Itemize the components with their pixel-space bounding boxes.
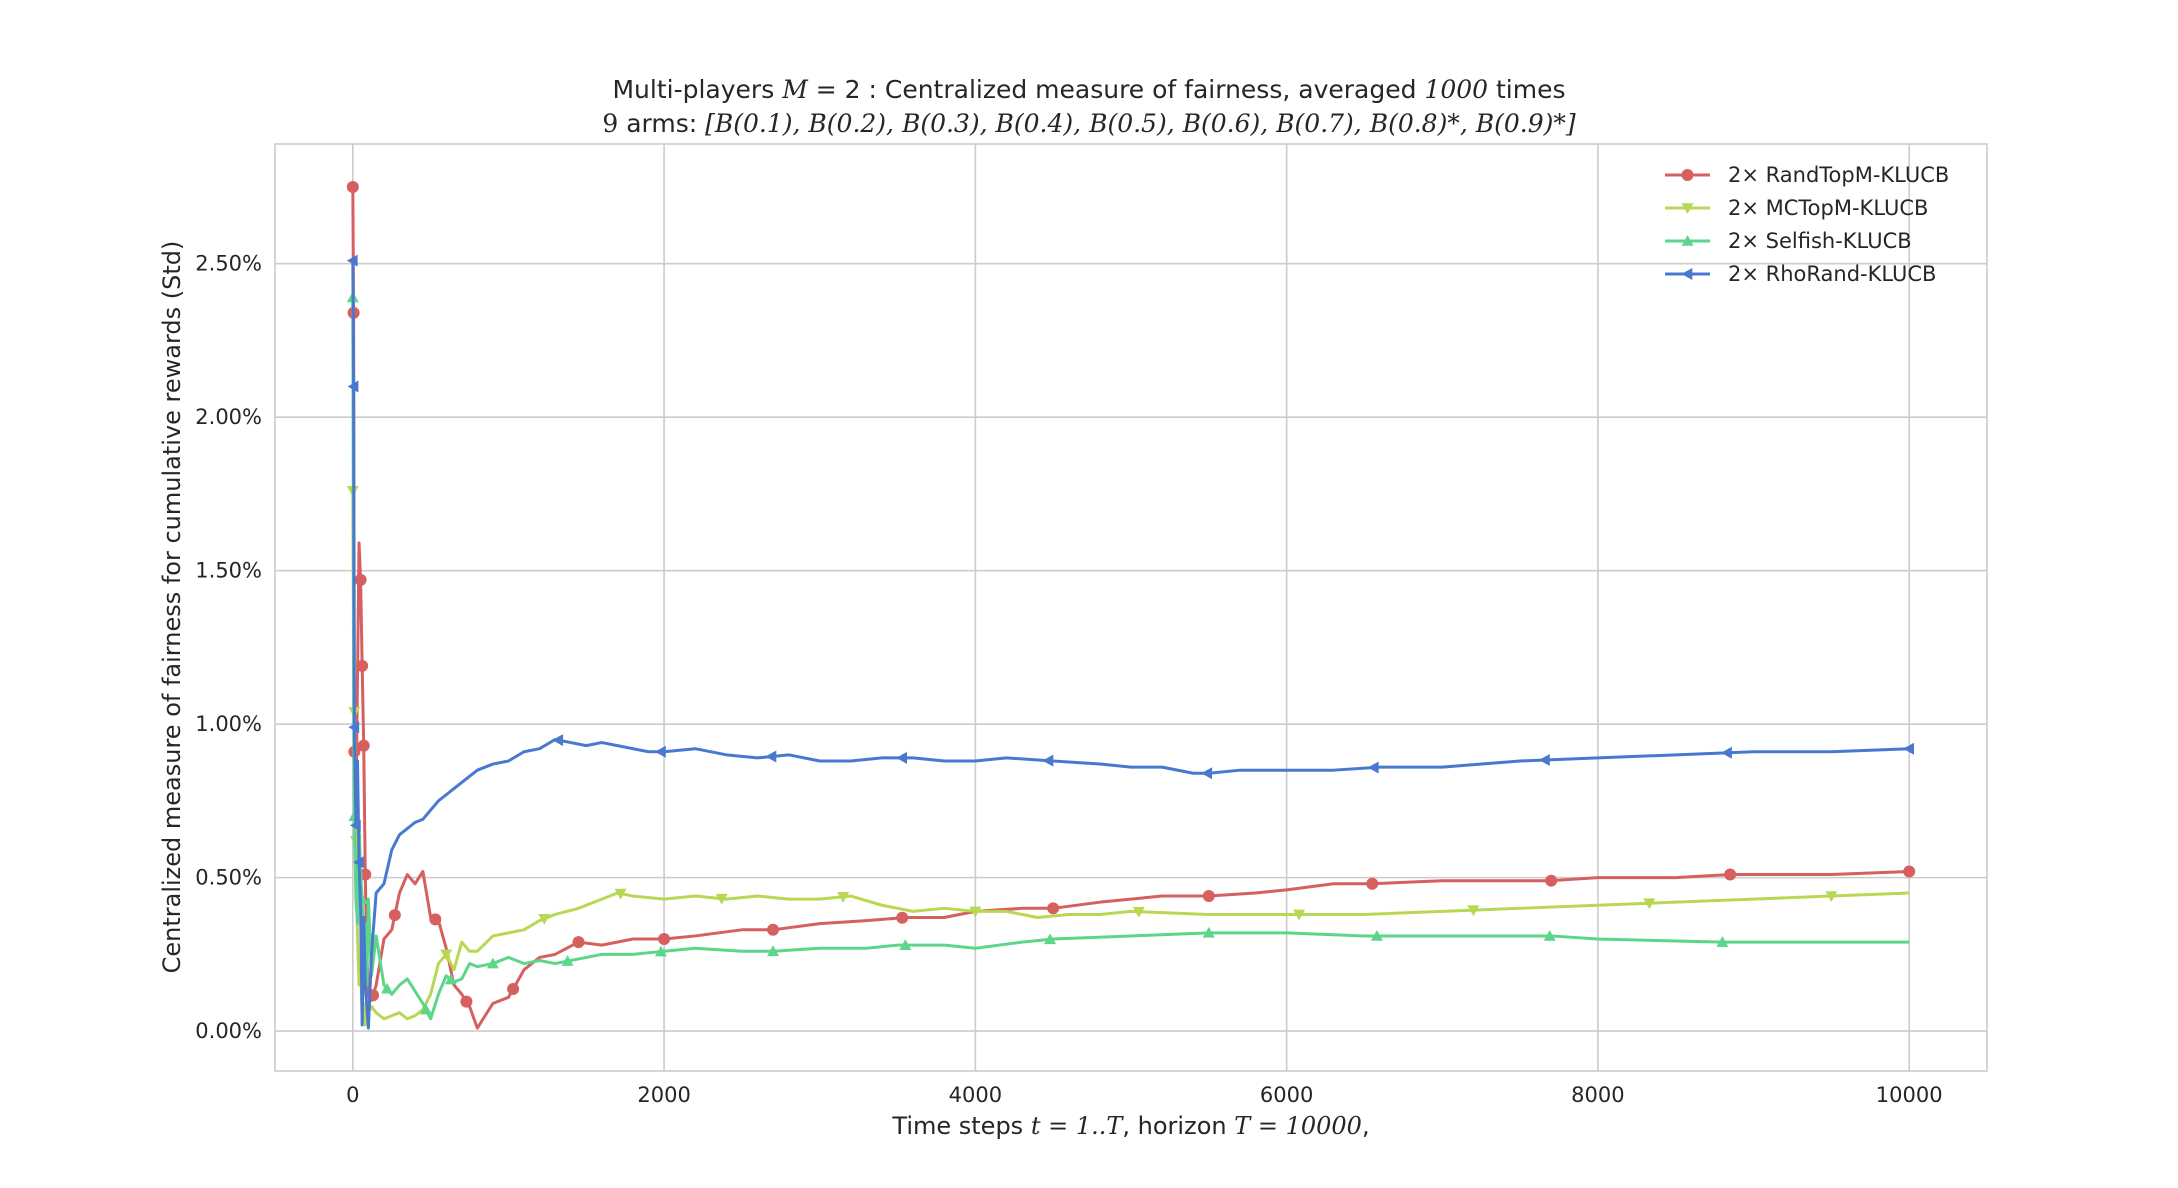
series-marker [507,983,520,996]
legend-label: 2× RandTopM-KLUCB [1728,163,1949,187]
legend-marker [1681,169,1694,181]
series-marker [1202,890,1215,903]
series-marker [1366,877,1379,890]
series-marker [896,911,909,924]
series-marker [1724,868,1737,881]
x-tick-label: 0 [346,1083,359,1107]
series-marker [896,751,908,764]
series-marker [1903,742,1914,755]
chart-title-line2: 9 arms: [B(0.1), B(0.2), B(0.3), B(0.4),… [602,109,1576,138]
x-tick-label: 2000 [637,1083,690,1107]
x-axis-title: Time steps t = 1..T, horizon T = 10000, [891,1112,1369,1140]
x-axis: 0 2000 4000 6000 8000 10000 [346,1083,1942,1107]
series-marker [1201,767,1213,780]
legend-marker [1681,268,1693,280]
series-marker [1825,891,1838,903]
series-marker [572,936,585,949]
series-marker [1538,753,1550,766]
series-marker [1044,933,1057,945]
y-tick-label: 1.00% [195,712,262,736]
series-marker [419,1003,432,1015]
series-marker [1293,909,1306,921]
series-marker [1370,929,1383,941]
series-marker [1467,905,1480,917]
legend-label: 2× Selfish-KLUCB [1728,229,1912,253]
series-layer [346,180,1916,1030]
y-tick-label: 2.50% [195,252,262,276]
legend-item: 2× RhoRand-KLUCB [1665,262,1936,286]
legend-marker [1681,235,1694,246]
series-marker [1643,898,1656,910]
series-marker [765,750,777,763]
series-marker [1202,926,1215,938]
series-marker [348,721,360,734]
series-marker [381,982,394,994]
legend-item: 2× RandTopM-KLUCB [1665,163,1949,187]
y-axis: 0.00% 0.50% 1.00% 1.50% 2.00% 2.50% [195,252,262,1043]
series-marker [1545,874,1558,887]
series-marker [767,923,780,936]
series-marker [347,380,359,393]
series-marker [429,913,442,926]
series-marker [715,893,728,905]
series-marker [552,734,564,747]
legend-marker [1681,203,1694,214]
y-tick-label: 0.50% [195,866,262,890]
series-marker [440,949,453,961]
series-marker [1721,746,1732,759]
series-3 [346,254,1914,1030]
y-tick-label: 0.00% [195,1019,262,1043]
legend-label: 2× RhoRand-KLUCB [1728,262,1936,286]
series-marker [388,909,401,922]
chart-title-line1: Multi-players M = 2 : Centralized measur… [612,75,1565,104]
series-marker [561,955,574,966]
series-marker [969,906,982,918]
series-marker [1543,929,1556,941]
series-marker [1716,936,1729,947]
series-marker [1042,754,1054,767]
series-marker [767,945,780,957]
series-marker [837,892,850,903]
legend-label: 2× MCTopM-KLUCB [1728,196,1928,220]
series-marker [654,945,667,957]
series-marker [354,573,367,586]
grid [275,144,1987,1071]
series-marker [1903,865,1916,878]
series-marker [444,973,457,985]
series-marker [1367,761,1379,774]
series-marker [357,739,370,752]
series-marker [349,819,361,832]
series-marker [356,659,369,672]
y-tick-label: 1.50% [195,559,262,583]
x-tick-label: 8000 [1571,1083,1624,1107]
y-tick-label: 2.00% [195,405,262,429]
series-marker [899,939,912,950]
series-marker [346,254,358,267]
series-marker [1132,906,1145,918]
series-marker [460,995,473,1008]
legend-item: 2× MCTopM-KLUCB [1665,196,1928,220]
series-marker [486,957,499,969]
series-marker [658,933,671,946]
plot-frame [274,143,1988,1072]
y-axis-title: Centralized measure of fairness for cumu… [158,241,186,974]
legend-item: 2× Selfish-KLUCB [1665,229,1912,253]
x-tick-label: 6000 [1260,1083,1313,1107]
series-marker [353,856,364,869]
series-marker [654,745,666,758]
x-tick-label: 10000 [1876,1083,1943,1107]
legend: 2× RandTopM-KLUCB 2× MCTopM-KLUCB 2× Selfi… [1665,163,1949,286]
series-marker [538,913,551,925]
series-marker [614,888,627,900]
series-marker [1047,902,1060,915]
series-marker [346,180,359,193]
x-tick-label: 4000 [949,1083,1002,1107]
